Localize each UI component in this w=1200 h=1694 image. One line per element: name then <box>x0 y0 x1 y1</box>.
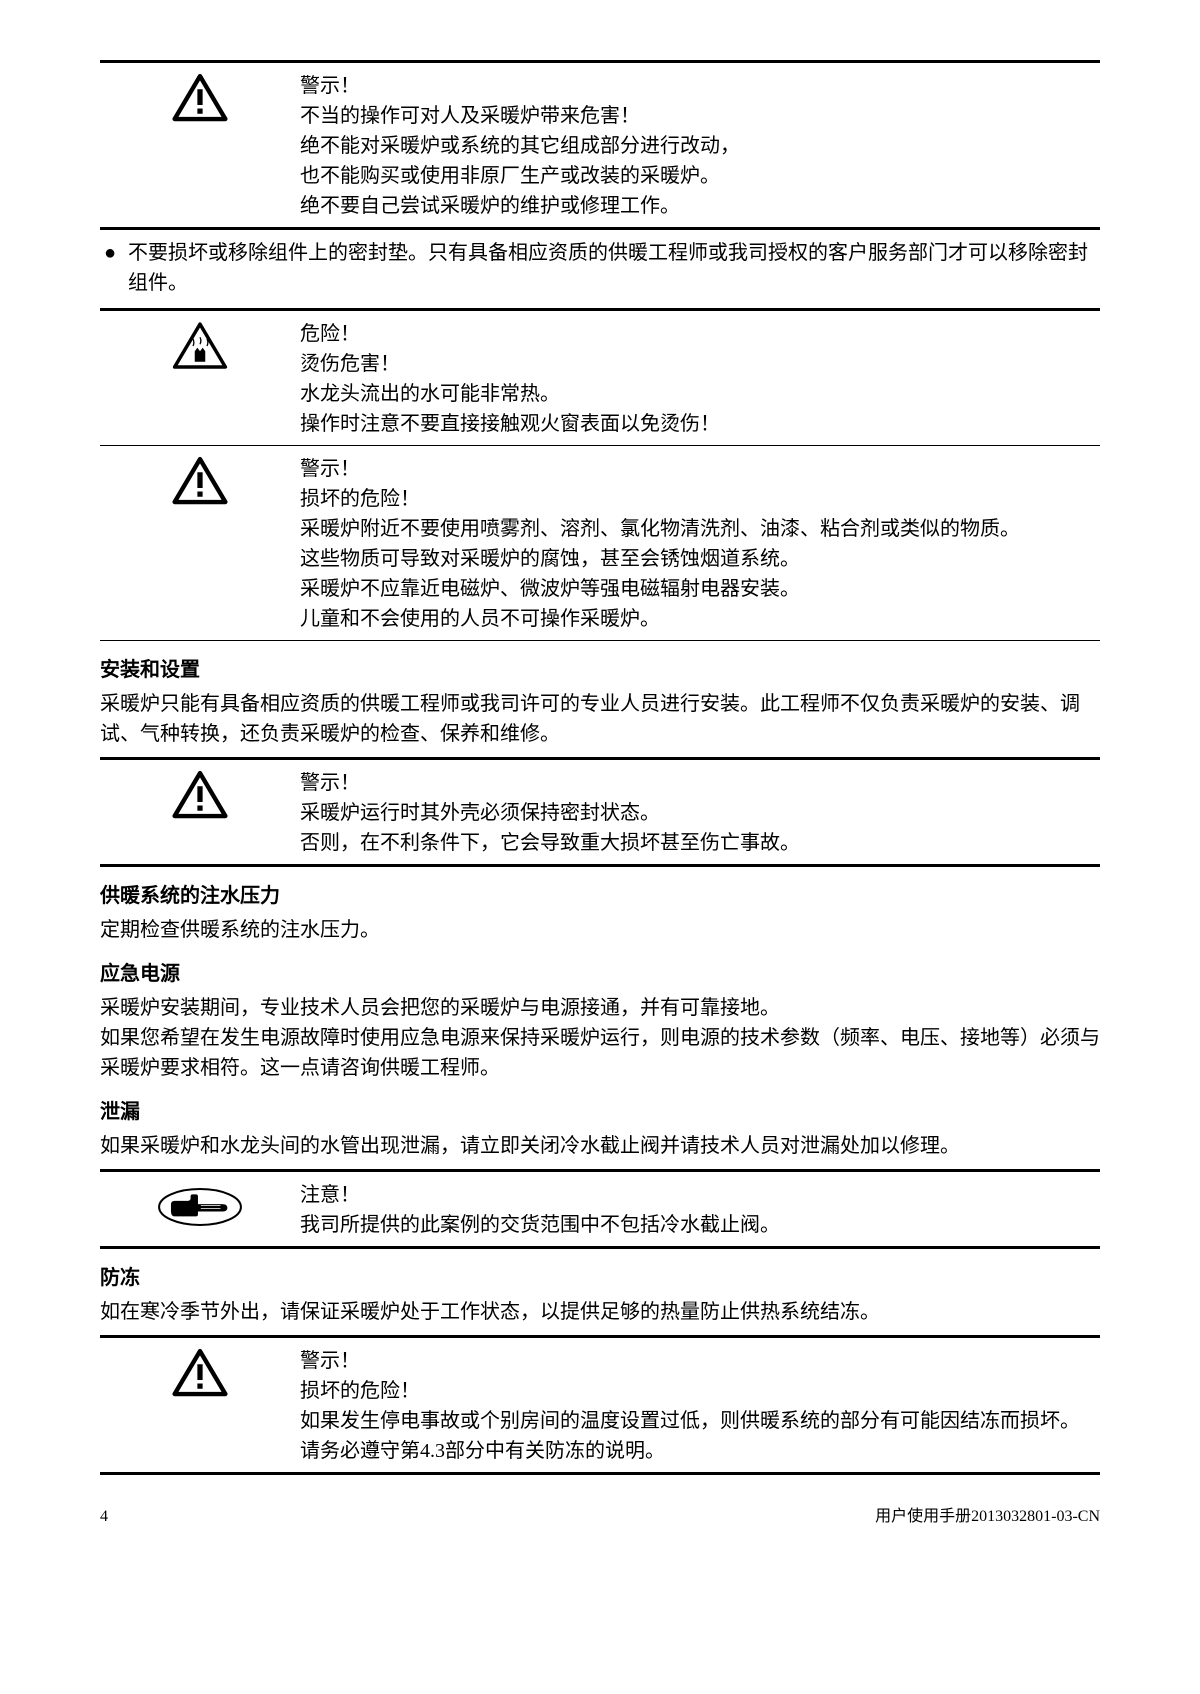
warning-triangle-icon <box>100 1346 300 1398</box>
horizontal-rule <box>100 1246 1100 1249</box>
footer-right-text: 用户使用手册2013032801-03-CN <box>875 1505 1100 1529</box>
bullet-marker: ● <box>100 238 128 298</box>
warning-text: 警示！损坏的危险！采暖炉附近不要使用喷雾剂、溶剂、氯化物清洗剂、油漆、粘合剂或类… <box>300 454 1100 634</box>
page-number: 4 <box>100 1505 108 1529</box>
warning-line: 烫伤危害！ <box>300 349 1100 379</box>
horizontal-rule <box>100 227 1100 230</box>
warning-block: 警示！损坏的危险！采暖炉附近不要使用喷雾剂、溶剂、氯化物清洗剂、油漆、粘合剂或类… <box>100 446 1100 640</box>
warning-block: 注意！我司所提供的此案例的交货范围中不包括冷水截止阀。 <box>100 1172 1100 1246</box>
paragraph: 采暖炉只能有具备相应资质的供暖工程师或我司许可的专业人员进行安装。此工程师不仅负… <box>100 689 1100 749</box>
warning-line: 不当的操作可对人及采暖炉带来危害！ <box>300 101 1100 131</box>
paragraph: 采暖炉安装期间，专业技术人员会把您的采暖炉与电源接通，并有可靠接地。如果您希望在… <box>100 993 1100 1083</box>
warning-text: 危险！烫伤危害！水龙头流出的水可能非常热。操作时注意不要直接接触观火窗表面以免烫… <box>300 319 1100 439</box>
warning-block: 警示！损坏的危险！如果发生停电事故或个别房间的温度设置过低，则供暖系统的部分有可… <box>100 1338 1100 1472</box>
warning-line: 儿童和不会使用的人员不可操作采暖炉。 <box>300 604 1100 634</box>
section-heading: 应急电源 <box>100 959 1100 989</box>
warning-line: 注意！ <box>300 1180 1100 1210</box>
paragraph: 如果采暖炉和水龙头间的水管出现泄漏，请立即关闭冷水截止阀并请技术人员对泄漏处加以… <box>100 1131 1100 1161</box>
warning-line: 采暖炉附近不要使用喷雾剂、溶剂、氯化物清洗剂、油漆、粘合剂或类似的物质。 <box>300 514 1100 544</box>
warning-line: 危险！ <box>300 319 1100 349</box>
warning-line: 请务必遵守第4.3部分中有关防冻的说明。 <box>300 1436 1100 1466</box>
warning-text: 警示！不当的操作可对人及采暖炉带来危害！绝不能对采暖炉或系统的其它组成部分进行改… <box>300 71 1100 221</box>
warning-text: 警示！采暖炉运行时其外壳必须保持密封状态。否则，在不利条件下，它会导致重大损坏甚… <box>300 768 1100 858</box>
warning-line: 也不能购买或使用非原厂生产或改装的采暖炉。 <box>300 161 1100 191</box>
burn-hazard-icon <box>172 321 228 371</box>
page-footer: 4 用户使用手册2013032801-03-CN <box>100 1505 1100 1529</box>
warning-line: 损坏的危险！ <box>300 1376 1100 1406</box>
warning-block: 警示！不当的操作可对人及采暖炉带来危害！绝不能对采暖炉或系统的其它组成部分进行改… <box>100 63 1100 227</box>
bullet-text: 不要损坏或移除组件上的密封垫。只有具备相应资质的供暖工程师或我司授权的客户服务部… <box>128 238 1100 298</box>
bullet-paragraph: ●不要损坏或移除组件上的密封垫。只有具备相应资质的供暖工程师或我司授权的客户服务… <box>100 238 1100 298</box>
warning-line: 我司所提供的此案例的交货范围中不包括冷水截止阀。 <box>300 1210 1100 1240</box>
warning-triangle-icon <box>100 71 300 123</box>
warning-line: 警示！ <box>300 768 1100 798</box>
section-heading: 安装和设置 <box>100 655 1100 685</box>
warning-line: 否则，在不利条件下，它会导致重大损坏甚至伤亡事故。 <box>300 828 1100 858</box>
warning-line: 损坏的危险！ <box>300 484 1100 514</box>
note-pointer-icon <box>100 1180 300 1232</box>
warning-line: 这些物质可导致对采暖炉的腐蚀，甚至会锈蚀烟道系统。 <box>300 544 1100 574</box>
section-heading: 防冻 <box>100 1263 1100 1293</box>
warning-triangle-icon <box>100 768 300 820</box>
horizontal-rule <box>100 640 1100 641</box>
warning-triangle-icon <box>172 1348 228 1398</box>
warning-line: 警示！ <box>300 454 1100 484</box>
warning-triangle-icon <box>100 454 300 506</box>
section-heading: 泄漏 <box>100 1097 1100 1127</box>
warning-triangle-icon <box>172 456 228 506</box>
warning-line: 绝不要自己尝试采暖炉的维护或修理工作。 <box>300 191 1100 221</box>
horizontal-rule <box>100 1472 1100 1475</box>
warning-line: 绝不能对采暖炉或系统的其它组成部分进行改动， <box>300 131 1100 161</box>
warning-line: 警示！ <box>300 1346 1100 1376</box>
warning-text: 注意！我司所提供的此案例的交货范围中不包括冷水截止阀。 <box>300 1180 1100 1240</box>
warning-block: 警示！采暖炉运行时其外壳必须保持密封状态。否则，在不利条件下，它会导致重大损坏甚… <box>100 760 1100 864</box>
warning-line: 采暖炉不应靠近电磁炉、微波炉等强电磁辐射电器安装。 <box>300 574 1100 604</box>
section-heading: 供暖系统的注水压力 <box>100 881 1100 911</box>
warning-line: 操作时注意不要直接接触观火窗表面以免烫伤！ <box>300 409 1100 439</box>
warning-line: 如果发生停电事故或个别房间的温度设置过低，则供暖系统的部分有可能因结冻而损坏。 <box>300 1406 1100 1436</box>
warning-block: 危险！烫伤危害！水龙头流出的水可能非常热。操作时注意不要直接接触观火窗表面以免烫… <box>100 311 1100 445</box>
warning-line: 警示！ <box>300 71 1100 101</box>
paragraph: 定期检查供暖系统的注水压力。 <box>100 915 1100 945</box>
warning-triangle-icon <box>172 770 228 820</box>
paragraph: 如在寒冷季节外出，请保证采暖炉处于工作状态，以提供足够的热量防止供热系统结冻。 <box>100 1297 1100 1327</box>
warning-line: 采暖炉运行时其外壳必须保持密封状态。 <box>300 798 1100 828</box>
note-pointer-icon <box>155 1182 245 1232</box>
warning-text: 警示！损坏的危险！如果发生停电事故或个别房间的温度设置过低，则供暖系统的部分有可… <box>300 1346 1100 1466</box>
warning-triangle-icon <box>172 73 228 123</box>
warning-line: 水龙头流出的水可能非常热。 <box>300 379 1100 409</box>
document-page: 警示！不当的操作可对人及采暖炉带来危害！绝不能对采暖炉或系统的其它组成部分进行改… <box>100 60 1100 1475</box>
horizontal-rule <box>100 864 1100 867</box>
danger-hand-icon <box>100 319 300 371</box>
